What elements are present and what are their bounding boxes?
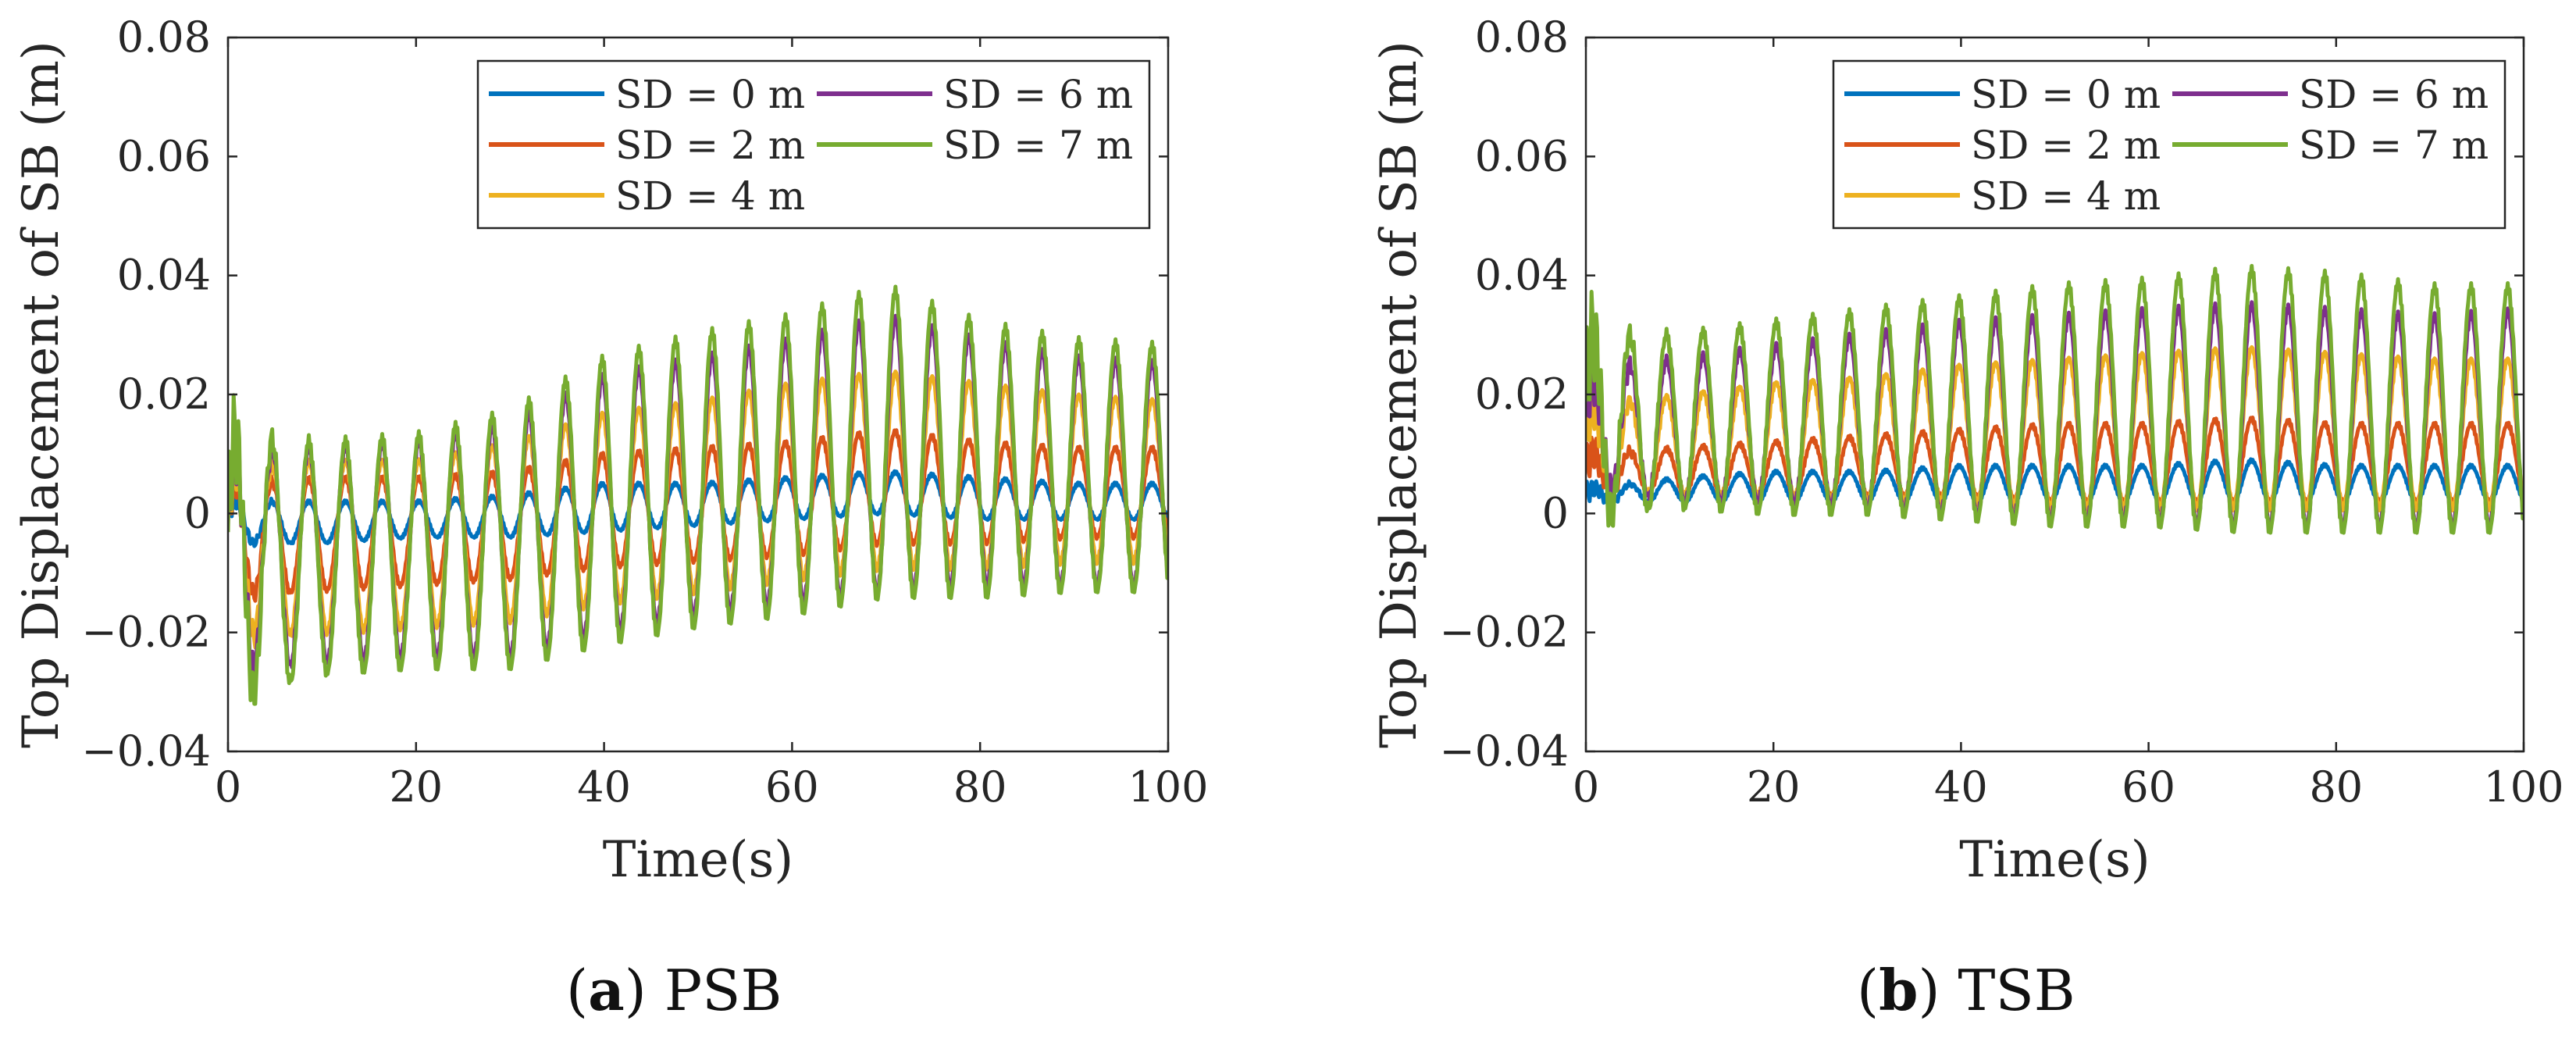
chart-b-xtick-label-5: 100	[2483, 762, 2564, 812]
chart-a-ytick-label-5: 0.06	[117, 131, 211, 180]
chart-b-ytick-label-0: −0.04	[1440, 726, 1569, 776]
chart-a-x-axis-label: Time(s)	[603, 831, 794, 889]
chart-a-xtick-label-1: 20	[389, 762, 443, 812]
caption-b: (b) TSB	[1857, 957, 2075, 1023]
chart-b-xtick-label-4: 80	[2309, 762, 2363, 812]
chart-a-ytick-label-2: 0	[184, 488, 211, 537]
chart-a-xtick-label-0: 0	[215, 762, 241, 812]
chart-a-xtick-label-5: 100	[1128, 762, 1208, 812]
chart-b-ytick-label-3: 0.02	[1475, 369, 1569, 419]
chart-b-ytick-label-5: 0.06	[1475, 131, 1569, 180]
chart-a-xtick-label-3: 60	[765, 762, 819, 812]
chart-b-legend-label-3: SD = 6 m	[2299, 72, 2489, 117]
chart-b-legend-label-0: SD = 0 m	[1971, 72, 2161, 117]
chart-a-legend-label-0: SD = 0 m	[615, 72, 805, 117]
caption-b-label: b	[1879, 957, 1919, 1023]
chart-b-series	[1586, 263, 2524, 535]
chart-b-y-axis-label: Top Displacement of SB (m)	[1370, 41, 1428, 748]
chart-b-ytick-label-1: −0.02	[1440, 608, 1569, 657]
chart-b-legend: SD = 0 m SD = 2 m SD = 4 m SD = 6 m SD = 7 m	[1832, 59, 2507, 230]
chart-b-xtick-label-0: 0	[1573, 762, 1599, 812]
chart-a-ytick-label-6: 0.08	[117, 12, 211, 62]
chart-a-series-line-4	[228, 284, 1168, 706]
caption-a: (a) PSB	[566, 957, 782, 1023]
chart-a-y-axis-label: Top Displacement of SB (m)	[12, 41, 70, 748]
chart-a-series	[228, 284, 1168, 706]
chart-b-xtick-label-1: 20	[1747, 762, 1801, 812]
chart-b: 0 20 40 60 80 100 −0.04 −0.02 0 0.02 0.04 0.06 0.08 T…	[1370, 12, 2564, 889]
chart-a-ytick-label-1: −0.02	[82, 608, 211, 657]
chart-b-legend-label-4: SD = 7 m	[2299, 123, 2489, 168]
chart-b-x-axis-label: Time(s)	[1959, 831, 2150, 889]
chart-a: 0 20 40 60 80 100 −0.04 −0.02 0 0.02 0.04 0.06 0.08 T…	[12, 12, 1209, 889]
chart-b-xtick-label-3: 60	[2122, 762, 2175, 812]
chart-a-legend-label-4: SD = 7 m	[943, 123, 1133, 168]
chart-b-ytick-label-2: 0	[1542, 488, 1569, 537]
chart-b-legend-label-2: SD = 4 m	[1971, 173, 2161, 219]
chart-b-xtick-label-2: 40	[1934, 762, 1988, 812]
chart-b-series-line-4	[1586, 263, 2524, 535]
chart-a-xtick-label-2: 40	[577, 762, 631, 812]
chart-a-ytick-label-3: 0.02	[117, 369, 211, 419]
chart-a-ytick-label-4: 0.04	[117, 251, 211, 300]
chart-a-xtick-label-4: 80	[953, 762, 1007, 812]
caption-a-text: PSB	[664, 958, 782, 1023]
chart-b-ytick-label-6: 0.08	[1475, 12, 1569, 62]
chart-a-legend-label-2: SD = 4 m	[615, 173, 805, 219]
chart-a-legend: SD = 0 m SD = 2 m SD = 4 m SD = 6 m SD = 7 m	[476, 59, 1151, 230]
chart-a-series-line-0	[228, 469, 1168, 548]
chart-b-legend-label-1: SD = 2 m	[1971, 123, 2161, 168]
chart-a-ytick-label-0: −0.04	[82, 726, 211, 776]
caption-b-text: TSB	[1958, 958, 2075, 1023]
chart-b-ytick-label-4: 0.04	[1475, 251, 1569, 300]
chart-a-legend-label-3: SD = 6 m	[943, 72, 1133, 117]
chart-a-legend-label-1: SD = 2 m	[615, 123, 805, 168]
caption-a-label: a	[588, 957, 625, 1023]
